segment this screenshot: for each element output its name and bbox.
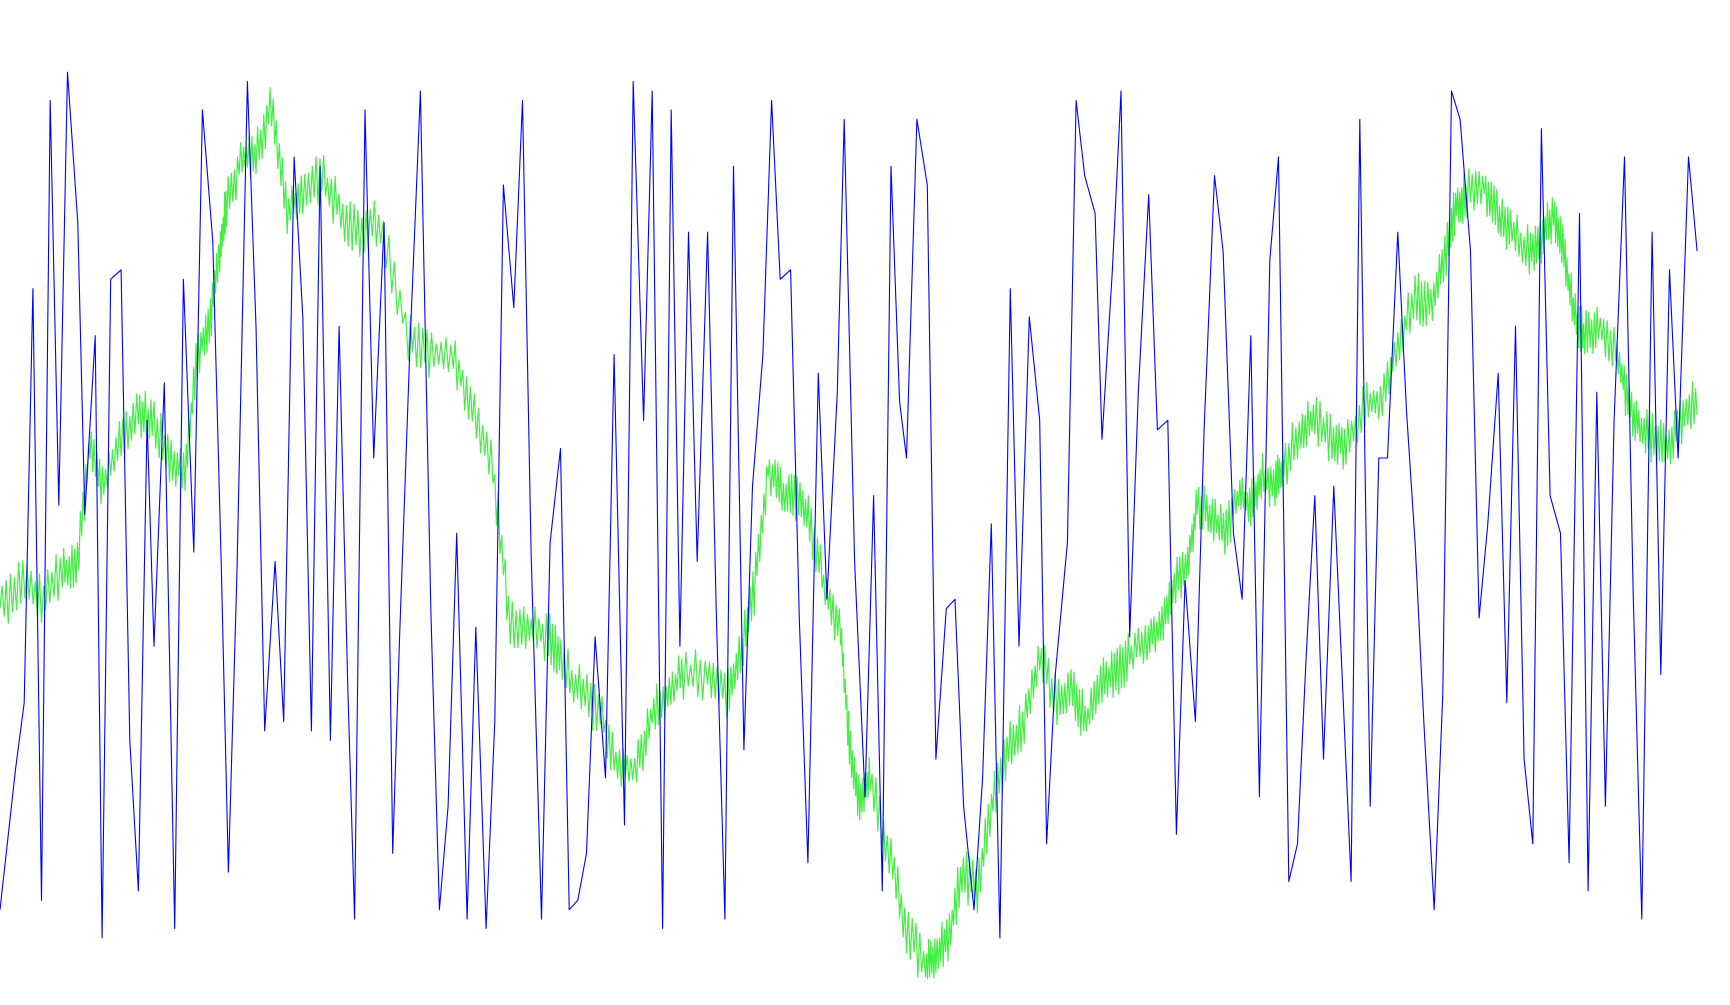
series-line-blue xyxy=(0,71,1698,939)
series-line-green xyxy=(0,87,1698,980)
